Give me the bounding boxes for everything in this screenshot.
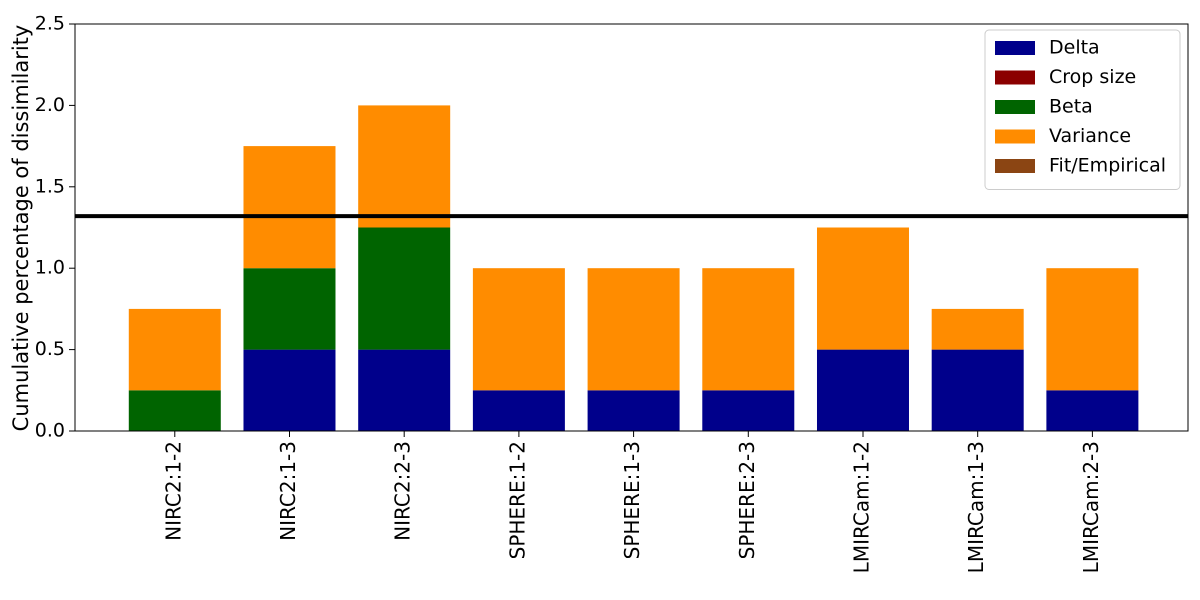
bar-segment <box>587 268 680 391</box>
y-tick-label: 1.5 <box>35 175 65 197</box>
bar-segment <box>358 105 451 228</box>
bar-segment <box>128 308 221 391</box>
x-tick-label: LMIRCam:1-3 <box>964 441 988 573</box>
y-tick-label: 0.0 <box>35 420 65 442</box>
bar-segment <box>472 390 565 431</box>
legend-label: Delta <box>1049 37 1100 59</box>
bar-segment <box>931 308 1024 350</box>
legend-box <box>984 29 1181 190</box>
y-tick-label: 2.5 <box>35 13 65 35</box>
bar-segment <box>243 349 336 431</box>
legend-label: Crop size <box>1049 66 1136 88</box>
bar-segment <box>816 227 909 350</box>
plot-frame <box>74 23 1189 432</box>
legend-label: Variance <box>1049 125 1131 147</box>
x-tick-label: LMIRCam:1-2 <box>849 441 873 573</box>
y-tick-label: 2.0 <box>35 94 65 116</box>
x-tick-label: NIRC2:1-2 <box>161 441 185 541</box>
y-tick-label: 1.0 <box>35 257 65 279</box>
x-tick-label: SPHERE:1-2 <box>505 441 529 559</box>
bar-segment <box>1046 268 1139 391</box>
x-tick-label: SPHERE:1-3 <box>620 441 644 559</box>
bar-segment <box>816 349 909 431</box>
bar-segment <box>358 227 451 350</box>
bar-segment <box>1046 390 1139 431</box>
bar-segment <box>702 390 795 431</box>
bar-segment <box>702 268 795 391</box>
legend-swatch <box>995 100 1035 114</box>
legend-swatch <box>995 70 1035 85</box>
legend-label: Fit/Empirical <box>1049 155 1166 177</box>
x-tick-label: LMIRCam:2-3 <box>1079 441 1103 573</box>
bar-segment <box>472 268 565 391</box>
y-axis-label: Cumulative percentage of dissimilarity <box>9 25 33 432</box>
y-tick-label: 0.5 <box>35 338 65 360</box>
legend-swatch <box>995 129 1035 144</box>
legend-swatch <box>995 159 1035 173</box>
bar-segment <box>587 390 680 431</box>
bar-segment <box>243 268 336 350</box>
x-tick-label: SPHERE:2-3 <box>735 441 759 559</box>
bar-segment <box>128 390 221 431</box>
bar-segment <box>243 146 336 269</box>
legend-label: Beta <box>1049 96 1093 118</box>
x-tick-label: NIRC2:1-3 <box>276 441 300 541</box>
legend-swatch <box>995 41 1035 55</box>
bar-segment <box>931 349 1024 431</box>
x-tick-label: NIRC2:2-3 <box>391 441 415 541</box>
bar-segment <box>358 349 451 431</box>
